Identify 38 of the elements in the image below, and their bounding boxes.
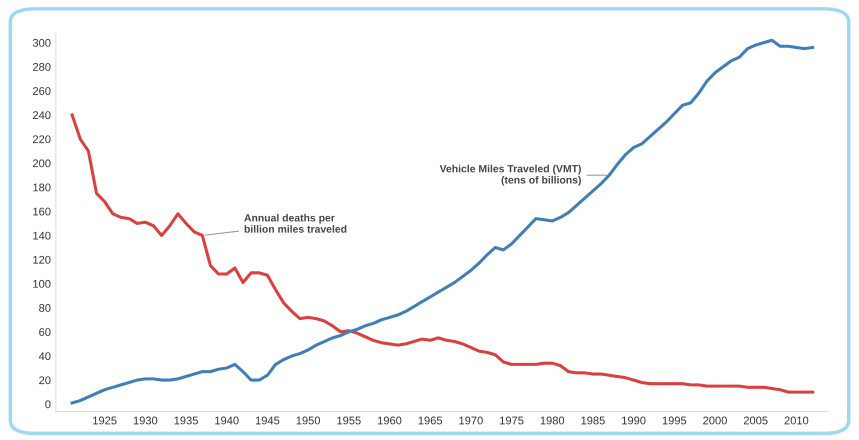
- y-tick-label: 60: [39, 328, 51, 336]
- x-tick-label: 1960: [378, 416, 402, 424]
- x-tick-label: 2000: [703, 416, 727, 424]
- x-tick-label: 2010: [784, 416, 808, 424]
- y-tick-label: 300: [32, 38, 51, 47]
- y-tick-label: 140: [33, 232, 51, 240]
- y-tick-label: 120: [33, 256, 51, 264]
- x-tick-label: 1945: [256, 416, 280, 424]
- x-tick-label: 2005: [744, 416, 768, 424]
- y-tick-label: 160: [33, 208, 51, 216]
- x-tick-label: 1970: [459, 416, 483, 424]
- line-series: [70, 38, 814, 404]
- x-tick-label: 1975: [500, 416, 524, 424]
- y-tick-label: 180: [33, 184, 51, 192]
- x-tick-label: 1925: [93, 416, 117, 424]
- x-tick-label: 1965: [418, 416, 442, 424]
- y-tick-label: 200: [32, 159, 51, 168]
- x-tick-label: 1980: [540, 416, 564, 424]
- y-tick-label: 0: [45, 400, 51, 408]
- y-tick-label: 260: [32, 87, 51, 95]
- y-tick-label: 40: [38, 352, 51, 360]
- x-tick-label: 1935: [174, 416, 198, 424]
- y-tick-label: 80: [39, 304, 51, 312]
- y-tick-label: 20: [39, 376, 51, 384]
- y-tick-label: 240: [32, 111, 51, 120]
- annotation: Annual deaths per billion miles traveled: [244, 214, 346, 233]
- x-tick-label: 1950: [296, 416, 320, 424]
- y-tick-label: 100: [33, 280, 51, 288]
- x-tick-label: 1985: [581, 416, 605, 424]
- x-tick-label: 1930: [134, 416, 158, 424]
- x-tick-label: 1990: [622, 416, 646, 424]
- x-tick-label: 1940: [215, 416, 239, 424]
- x-tick-label: 1995: [662, 416, 686, 424]
- y-tick-label: 220: [32, 135, 51, 144]
- y-tick-label: 280: [32, 63, 51, 71]
- x-tick-label: 1955: [337, 416, 361, 424]
- line-series: [70, 113, 814, 394]
- annotation: Vehicle Miles Traveled (VMT) (tens of billions): [440, 164, 581, 186]
